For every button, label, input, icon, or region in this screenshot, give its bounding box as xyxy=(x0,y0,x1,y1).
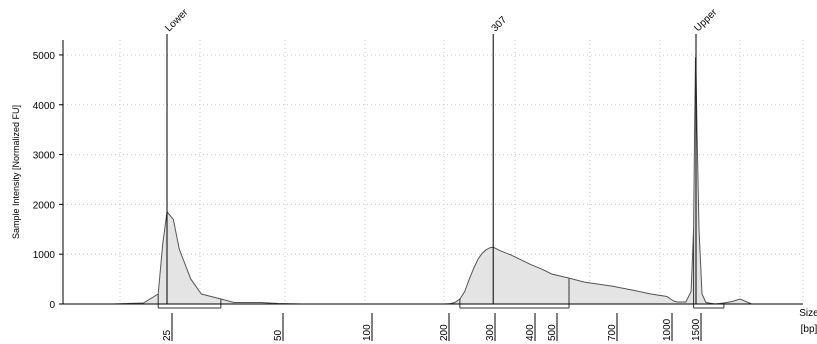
y-tick-label: 5000 xyxy=(33,51,56,62)
y-axis-title: Sample Intensity [Normalized FU] xyxy=(11,105,21,239)
y-tick-label: 1000 xyxy=(33,250,56,261)
x-tick-label: 700 xyxy=(607,324,618,341)
grid xyxy=(63,40,804,304)
region-markers xyxy=(157,229,725,309)
trace-area xyxy=(113,57,794,305)
peak-label: 307 xyxy=(490,14,510,34)
x-tick-label: 300 xyxy=(485,324,496,341)
axes xyxy=(62,40,803,305)
trace-line xyxy=(112,57,794,305)
peak-label: Upper xyxy=(692,7,720,35)
peak-markers: Lower 307 Upper xyxy=(163,7,720,304)
x-tick-label: 50 xyxy=(273,329,284,341)
x-axis-title: Size xyxy=(799,308,817,319)
x-axis-unit: [bp] xyxy=(801,324,817,335)
y-tick-label: 2000 xyxy=(33,200,56,211)
x-tick-label: 200 xyxy=(439,324,450,341)
x-tick-label: 1000 xyxy=(662,318,673,341)
x-tick-label: 100 xyxy=(362,324,373,341)
x-tick-label: 1500 xyxy=(691,318,702,341)
x-tick-label: 500 xyxy=(547,324,558,341)
y-tick-label: 4000 xyxy=(33,101,56,112)
peak-label: Lower xyxy=(163,7,191,35)
x-tick-label: 400 xyxy=(525,324,536,341)
y-tick-label: 3000 xyxy=(33,151,56,162)
y-tick-labels: 0 1000 2000 3000 4000 5000 xyxy=(33,51,63,311)
y-tick-label: 0 xyxy=(49,300,55,311)
x-tick-labels: 25 50 100 200 300 400 500 700 1000 1500 xyxy=(162,313,702,341)
x-tick-label: 25 xyxy=(162,329,173,341)
